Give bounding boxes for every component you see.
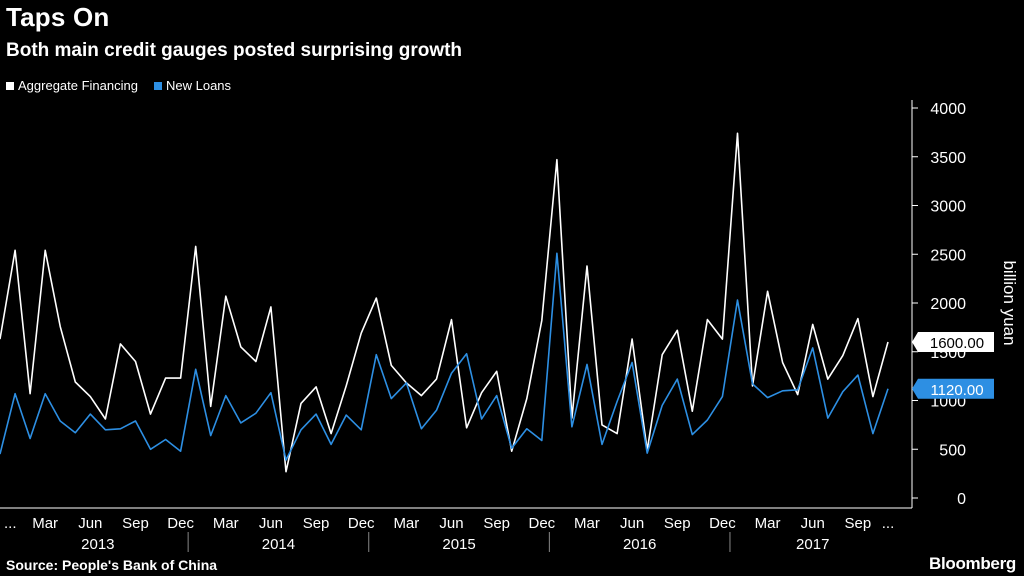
x-tick-label: Sep <box>664 515 691 532</box>
last-value-label: 1600.00 <box>930 335 984 352</box>
bloomberg-logo: Bloomberg <box>928 554 1016 573</box>
x-tick-label: Jun <box>78 515 102 532</box>
series-line-aggregate-financing <box>0 132 889 473</box>
x-tick-label: Mar <box>755 515 781 532</box>
x-tick-label: Mar <box>213 515 239 532</box>
last-value-label: 1120.00 <box>930 382 983 399</box>
x-tick-label: Jun <box>259 515 283 532</box>
legend-label-new-loans: New Loans <box>165 78 232 93</box>
x-tick-label: Sep <box>303 515 330 532</box>
legend: Aggregate Financing New Loans <box>6 78 231 93</box>
chart-subtitle: Both main credit gauges posted surprisin… <box>6 40 463 61</box>
x-tick-label: Sep <box>483 515 510 532</box>
x-tick-label: Sep <box>845 515 872 532</box>
y-tick-label: 500 <box>939 442 966 459</box>
x-tick-label: Dec <box>709 515 736 532</box>
source-note: Source: People's Bank of China <box>6 557 218 573</box>
x-tick-label: Jun <box>801 515 825 532</box>
x-tick-label: Mar <box>393 515 419 532</box>
x-tick-label: Jun <box>439 515 463 532</box>
x-tick-label: ... <box>882 515 895 532</box>
y-tick-label: 4000 <box>930 101 966 118</box>
x-tick-label: Mar <box>574 515 600 532</box>
last-value-tag-1 <box>912 378 994 399</box>
y-tick-label: 3500 <box>930 150 966 167</box>
x-tick-label: Jun <box>620 515 644 532</box>
x-year-label: 2017 <box>796 536 829 553</box>
x-year-label: 2015 <box>442 536 475 553</box>
legend-swatch-new-loans <box>153 81 162 90</box>
x-tick-label: Dec <box>528 515 555 532</box>
legend-label-aggregate-financing: Aggregate Financing <box>18 78 138 93</box>
x-tick-label: Dec <box>348 515 375 532</box>
legend-item-new-loans: New Loans <box>153 78 232 93</box>
legend-swatch-aggregate-financing <box>6 81 14 90</box>
x-tick-label: ... <box>4 515 17 532</box>
last-value-tag-0 <box>912 332 994 352</box>
y-tick-label: 3000 <box>930 199 966 216</box>
x-year-label: 2013 <box>81 536 114 553</box>
y-tick-label: 2500 <box>930 247 966 264</box>
x-tick-label: Mar <box>32 515 58 532</box>
x-tick-label: Sep <box>122 515 149 532</box>
legend-item-aggregate-financing: Aggregate Financing <box>6 78 138 93</box>
x-year-label: 2016 <box>623 536 656 553</box>
x-year-label: 2014 <box>262 536 295 553</box>
x-tick-label: Dec <box>167 515 194 532</box>
y-tick-label: 2000 <box>930 296 966 313</box>
y-axis-label: billion yuan <box>1000 260 1019 345</box>
y-tick-label: 0 <box>957 491 966 508</box>
chart-title: Taps On <box>6 2 110 32</box>
series-line-new-loans <box>0 252 889 461</box>
